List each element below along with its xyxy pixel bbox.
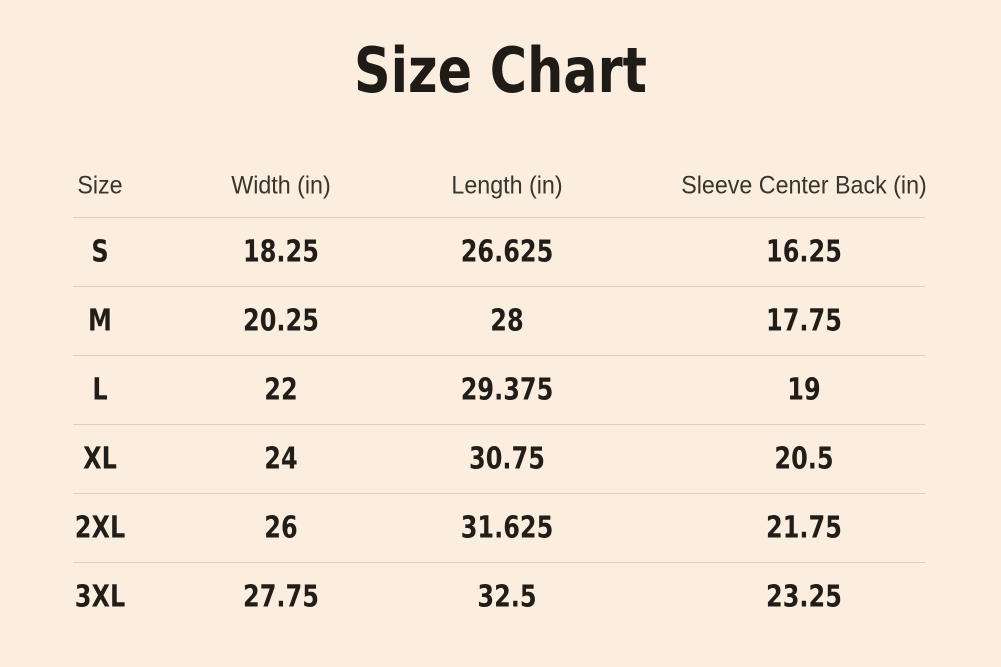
table-cell: 22: [264, 372, 298, 407]
column-header-width: Width (in): [231, 171, 331, 200]
table-cell: 17.75: [766, 303, 842, 338]
table-cell: 19: [787, 372, 821, 407]
table-cell: 27.75: [243, 579, 319, 614]
table-cell: 26: [264, 510, 298, 545]
table-cell: S: [91, 234, 109, 269]
table-cell: 31.625: [460, 510, 554, 545]
table-cell: XL: [83, 441, 117, 476]
column-header-sleeve: Sleeve Center Back (in): [681, 171, 927, 200]
row-divider: [73, 217, 925, 218]
column-header-size: Size: [77, 171, 123, 200]
table-row-l: L 22 29.375 19: [0, 355, 1001, 424]
table-cell: 20.5: [774, 441, 834, 476]
table-cell: 28: [490, 303, 524, 338]
table-row-s: S 18.25 26.625 16.25: [0, 217, 1001, 286]
table-header-row: Size Width (in) Length (in) Sleeve Cente…: [0, 155, 1001, 217]
table-cell: 16.25: [766, 234, 842, 269]
table-cell: 30.75: [469, 441, 545, 476]
table-cell: 18.25: [243, 234, 319, 269]
table-row-3xl: 3XL 27.75 32.5 23.25: [0, 562, 1001, 631]
table-row-m: M 20.25 28 17.75: [0, 286, 1001, 355]
table-row-xl: XL 24 30.75 20.5: [0, 424, 1001, 493]
table-cell: 29.375: [460, 372, 554, 407]
table-cell: 26.625: [460, 234, 554, 269]
table-cell: 21.75: [766, 510, 842, 545]
table-cell: 2XL: [74, 510, 126, 545]
table-cell: M: [88, 303, 112, 338]
table-cell: 23.25: [766, 579, 842, 614]
row-divider: [73, 562, 925, 563]
row-divider: [73, 424, 925, 425]
row-divider: [73, 286, 925, 287]
table-cell: 24: [264, 441, 298, 476]
table-row-2xl: 2XL 26 31.625 21.75: [0, 493, 1001, 562]
column-header-length: Length (in): [451, 171, 563, 200]
size-chart-table: Size Width (in) Length (in) Sleeve Cente…: [0, 155, 1001, 631]
table-cell: 3XL: [74, 579, 126, 614]
row-divider: [73, 493, 925, 494]
table-cell: L: [92, 372, 108, 407]
table-cell: 20.25: [243, 303, 319, 338]
table-cell: 32.5: [477, 579, 537, 614]
row-divider: [73, 355, 925, 356]
page-title: Size Chart: [353, 34, 647, 107]
